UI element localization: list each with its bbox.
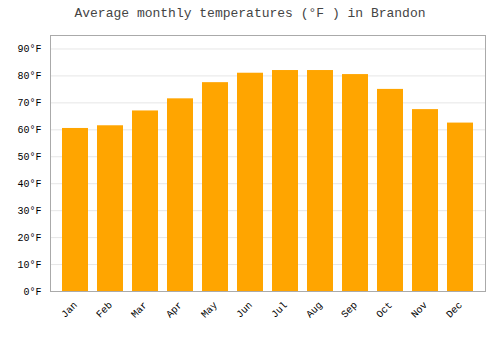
svg-text:30°F: 30°F: [17, 206, 41, 217]
svg-text:70°F: 70°F: [17, 98, 41, 109]
svg-text:Aug: Aug: [304, 300, 325, 321]
svg-text:Apr: Apr: [164, 300, 185, 321]
svg-text:Sep: Sep: [339, 300, 360, 321]
svg-text:Oct: Oct: [374, 300, 395, 321]
svg-text:40°F: 40°F: [17, 179, 41, 190]
svg-text:Dec: Dec: [444, 300, 465, 321]
svg-text:20°F: 20°F: [17, 233, 41, 244]
svg-text:May: May: [199, 300, 220, 321]
svg-text:90°F: 90°F: [17, 44, 41, 55]
svg-text:50°F: 50°F: [17, 152, 41, 163]
svg-text:Jul: Jul: [269, 300, 290, 321]
svg-text:80°F: 80°F: [17, 71, 41, 82]
svg-text:0°F: 0°F: [23, 287, 41, 298]
svg-text:Feb: Feb: [94, 300, 115, 321]
svg-text:Jan: Jan: [59, 300, 80, 321]
svg-text:Mar: Mar: [129, 300, 150, 321]
html-text:Average monthly temperatures (: Average monthly temperatures (°F ) in Br…: [74, 6, 426, 21]
svg-text:60°F: 60°F: [17, 125, 41, 136]
svg-text:Nov: Nov: [409, 300, 430, 321]
svg-text:Jun: Jun: [234, 300, 255, 321]
svg-text:10°F: 10°F: [17, 260, 41, 271]
